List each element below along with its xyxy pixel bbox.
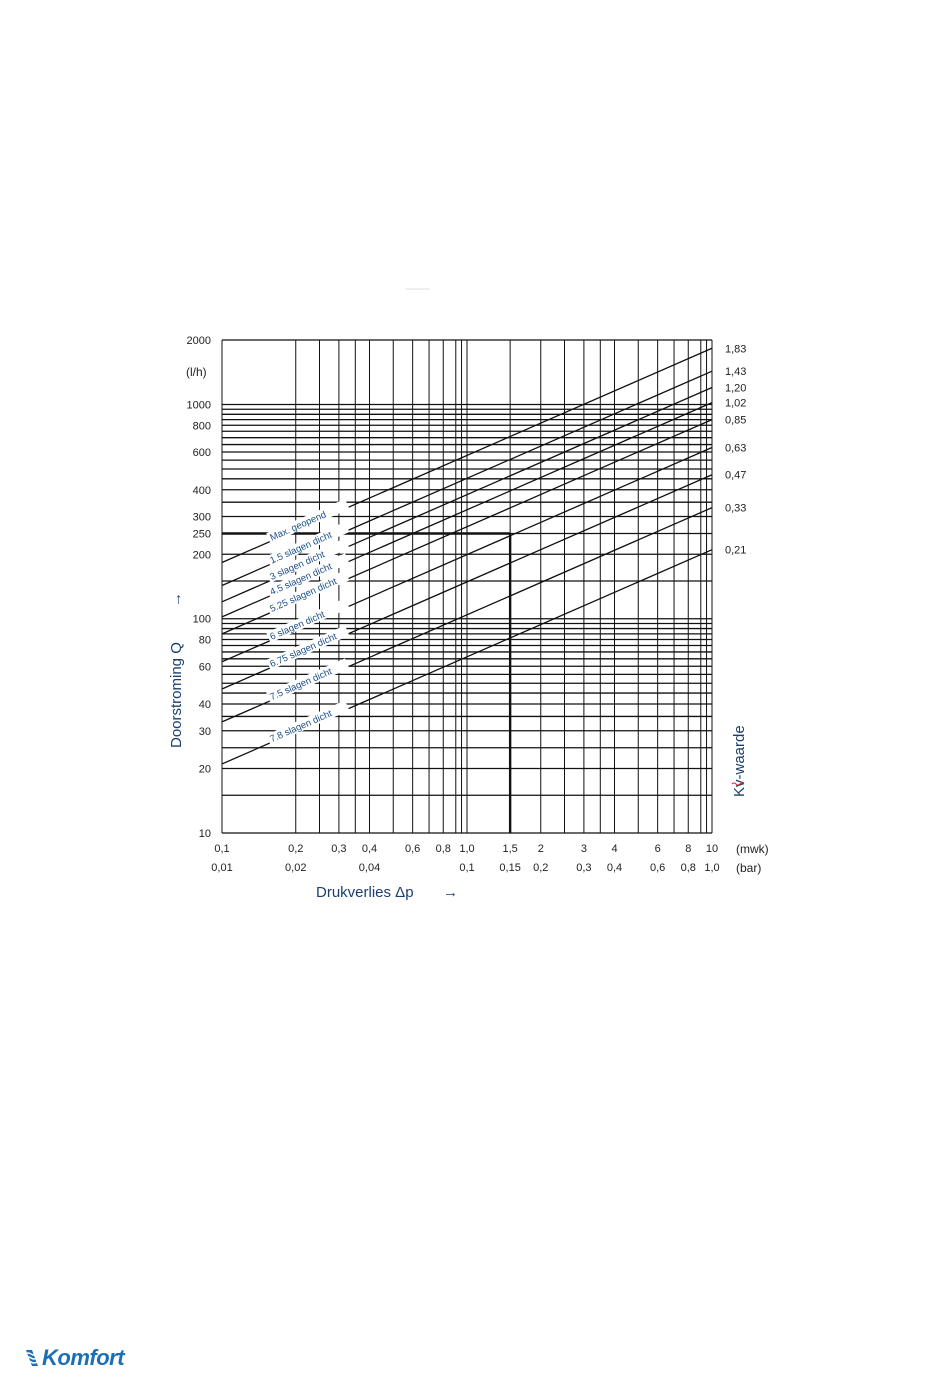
x-tick-label-bar: 0,4: [607, 862, 622, 874]
y-tick-label: 30: [199, 726, 211, 738]
x-tick-label-mwk: 1,0: [459, 843, 474, 855]
x-tick-label-mwk: 0,3: [331, 843, 346, 855]
x-tick-label-mwk: 8: [685, 843, 691, 855]
x-axis-arrow: →: [443, 884, 458, 901]
y-tick-label: 20: [199, 764, 211, 776]
x-unit-bottom-label: (bar): [736, 861, 761, 875]
komfort-wave-icon: [24, 1350, 38, 1366]
x-tick-label-mwk: 0,4: [362, 843, 377, 855]
y-tick-label: 40: [199, 699, 211, 711]
y-tick-label: 300: [193, 512, 211, 524]
kv-tick-label: 1,43: [725, 366, 746, 378]
curve-label-background: [266, 538, 350, 583]
x-tick-label-bar: 0,1: [459, 862, 474, 874]
x-unit-top-label: (mwk): [736, 842, 769, 856]
y-tick-label: 100: [193, 614, 211, 626]
curve-label: 7.5 slagen dicht: [268, 666, 334, 703]
x-tick-label-bar: 0,6: [650, 862, 665, 874]
x-axis-title: Drukverlies Δp →: [316, 884, 458, 901]
kv-tick-label: 0,47: [725, 470, 746, 482]
kv-tick-label: 0,21: [725, 545, 746, 557]
x-tick-label-mwk: 0,1: [214, 843, 229, 855]
curve-label-background: [266, 700, 350, 745]
y-tick-label: 600: [193, 447, 211, 459]
grid: [221, 339, 713, 834]
x-tick-label-mwk: 3: [581, 843, 587, 855]
y-tick-label: 10: [199, 828, 211, 840]
x-tick-label-mwk: 0,6: [405, 843, 420, 855]
y-axis-arrow: →: [168, 592, 185, 607]
x-tick-label-bar: 0,04: [359, 862, 380, 874]
kv-tick-label: 1,20: [725, 383, 746, 395]
komfort-logo: Komfort: [24, 1345, 125, 1370]
x-tick-label-mwk: 0,8: [436, 843, 451, 855]
x-tick-label-bar: 0,15: [499, 862, 520, 874]
curve-label-background: [266, 598, 350, 643]
y-tick-label: 1000: [187, 399, 211, 411]
x-tick-label-bar: 0,01: [211, 862, 232, 874]
kv-tick-labels: 1,83 1,43 1,20 1,02 0,85 0,63 0,47 0,33 0,21: [725, 343, 746, 556]
curve-label-background: [266, 521, 350, 567]
x-tick-label-mwk: 4: [611, 843, 617, 855]
y-tick-label: 250: [193, 528, 211, 540]
curve-label-group: Max. geopend: [266, 498, 350, 544]
x-tick-label-mwk: 1,5: [502, 843, 517, 855]
kv-tick-label: 1,02: [725, 398, 746, 410]
y-tick-label: 60: [199, 661, 211, 673]
x-tick-label-mwk: 10: [706, 843, 718, 855]
x-tick-label-mwk: 6: [655, 843, 661, 855]
y-axis-title-text: Doorstroming Q: [168, 642, 185, 748]
curve-label: 7.8 slagen dicht: [268, 708, 334, 745]
y-tick-label: 2000: [187, 335, 211, 347]
y-tick-labels: 2000 1000 800 600 400 300 250 200 100 80 60 40 30 20 1…: [187, 335, 211, 840]
curve-label-background: [266, 498, 350, 544]
kv-tick-label: 0,63: [725, 442, 746, 454]
x-tick-label-bar: 0,02: [285, 862, 306, 874]
y-tick-label: 80: [199, 635, 211, 647]
curve-label-background: [266, 658, 350, 703]
x-tick-label-bar: 1,0: [704, 862, 719, 874]
spellcheck-underline: [731, 782, 745, 786]
x-tick-label-mwk: 0,2: [288, 843, 303, 855]
y-axis-title: Doorstroming Q →: [168, 592, 185, 748]
x-tick-label-bar: 0,2: [533, 862, 548, 874]
right-axis-title: Kv-waarde: [731, 725, 748, 797]
x-axis-title-text: Drukverlies Δp: [316, 884, 414, 901]
y-unit-label: (l/h): [186, 365, 207, 379]
x-tick-label-bar: 0,8: [681, 862, 696, 874]
curve-label-background: [266, 570, 350, 615]
y-tick-label: 200: [193, 549, 211, 561]
kv-tick-label: 0,85: [725, 415, 746, 427]
x-tick-label-bar: 0,3: [576, 862, 591, 874]
y-tick-label: 400: [193, 485, 211, 497]
x-tick-label-mwk: 2: [538, 843, 544, 855]
x-tick-labels: 0,1 0,2 0,3 0,4 0,6 0,8 1,0 1,5 2 3 4 6 8 10 0,01 0,02 0…: [211, 843, 719, 874]
kv-tick-label: 1,83: [725, 343, 746, 355]
curve-label-group: 7.8 slagen dicht: [266, 700, 350, 745]
y-tick-label: 800: [193, 420, 211, 432]
logo-text: Komfort: [42, 1345, 125, 1370]
kv-tick-label: 0,33: [725, 503, 746, 515]
curve-label-background: [266, 553, 350, 598]
curve-label-background: [266, 625, 350, 670]
